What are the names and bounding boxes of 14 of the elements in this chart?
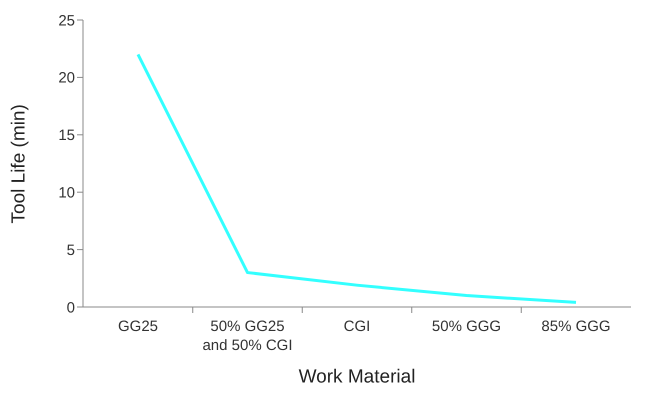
- x-tick-label: CGI: [344, 318, 370, 335]
- y-tick-label: 5: [66, 242, 75, 259]
- y-tick-label: 25: [58, 12, 75, 30]
- y-tick-label: 0: [66, 299, 75, 316]
- x-tick-label: 85% GGG: [541, 318, 611, 335]
- line-series: [136, 52, 578, 304]
- y-axis-title: Tool Life (min): [8, 104, 30, 224]
- x-tick-label: 50% GG25 and 50% CGI: [202, 318, 293, 354]
- y-tick-label: 15: [58, 127, 75, 144]
- x-axis-title: Work Material: [298, 366, 416, 388]
- x-tick-label: 50% GGG: [432, 318, 502, 335]
- y-tick-label: 20: [58, 70, 75, 87]
- y-tick-label: 10: [58, 184, 75, 202]
- x-tick-label: GG25: [118, 318, 158, 335]
